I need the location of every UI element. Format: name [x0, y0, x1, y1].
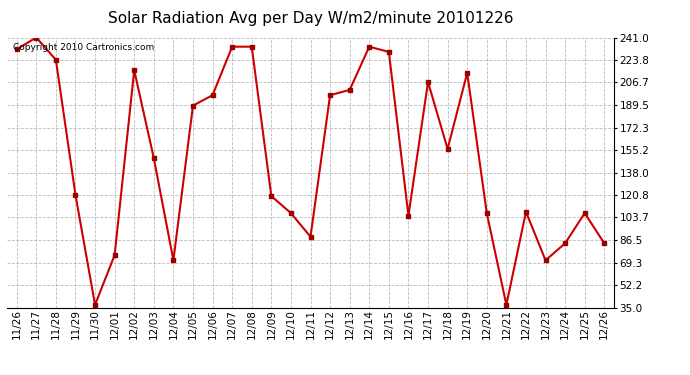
- Text: Solar Radiation Avg per Day W/m2/minute 20101226: Solar Radiation Avg per Day W/m2/minute …: [108, 11, 513, 26]
- Text: Copyright 2010 Cartronics.com: Copyright 2010 Cartronics.com: [13, 43, 155, 52]
